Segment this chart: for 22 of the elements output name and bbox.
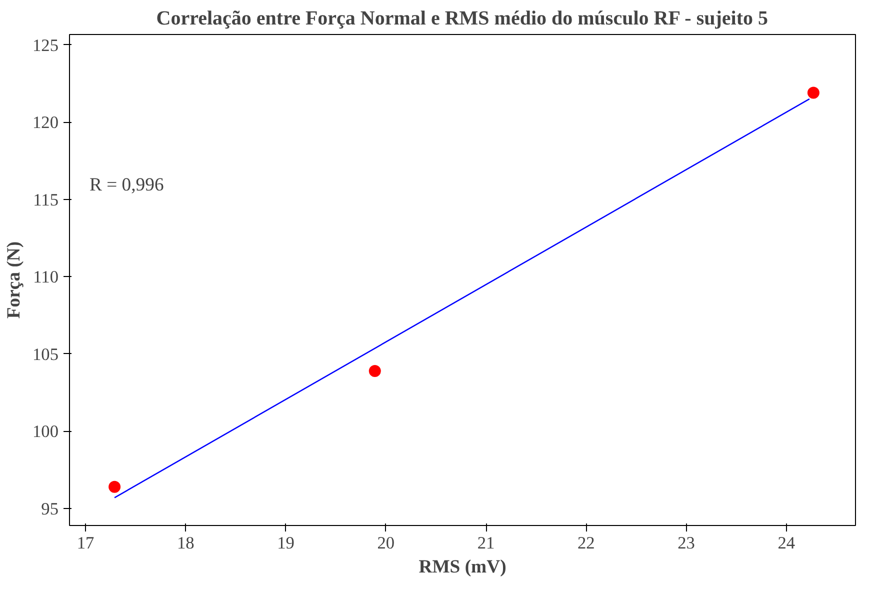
chart-title: Correlação entre Força Normal e RMS médio do músculo RF - sujeito 5 (156, 8, 768, 30)
annotation: R = 0,996 (90, 174, 164, 196)
x-axis-title: RMS (mV) (418, 556, 506, 578)
y-tick-label: 110 (33, 268, 59, 287)
y-tick-label: 100 (32, 422, 59, 442)
x-tick-label: 18 (176, 534, 194, 552)
point (368, 364, 381, 377)
y-tick-label: 120 (32, 113, 59, 132)
y-tick-label: 115 (33, 190, 59, 210)
x-tick-label: 20 (377, 534, 395, 552)
y-tick-label: 95 (41, 500, 58, 518)
x-tick-label: 21 (477, 534, 495, 552)
x-tick-label: 22 (577, 534, 595, 552)
x-tick-label: 17 (76, 534, 95, 552)
point (807, 86, 820, 99)
y-tick-label: 125 (32, 36, 59, 55)
y-tick-label: 105 (32, 344, 59, 364)
x-tick-label: 24 (778, 534, 796, 552)
x-tick-label: 19 (277, 534, 294, 552)
y-axis-title: Força (N) (4, 241, 25, 319)
point (108, 480, 121, 493)
x-tick-label: 23 (678, 534, 695, 552)
